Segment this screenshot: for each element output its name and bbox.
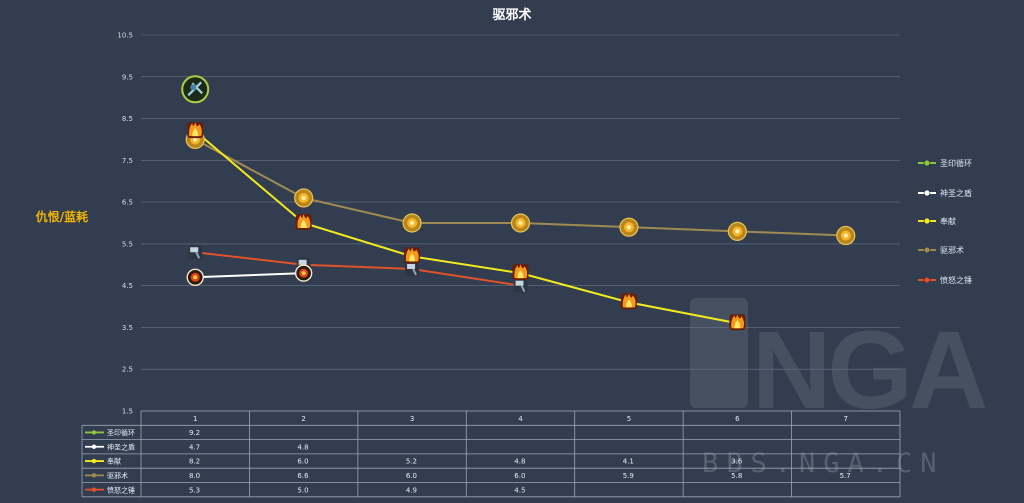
table-legend-key	[91, 458, 97, 464]
table-cell: 9.2	[189, 429, 200, 437]
table-cell: 6.0	[297, 458, 308, 466]
table-row-label: 圣印循环	[107, 428, 135, 437]
data-point	[727, 221, 747, 241]
y-tick-label: 1.5	[122, 408, 133, 416]
table-cell: 5.9	[623, 472, 634, 480]
y-tick-label: 2.5	[122, 366, 133, 374]
data-point	[619, 217, 639, 237]
table-cell: 4.5	[514, 486, 525, 494]
y-tick-label: 5.5	[122, 240, 133, 248]
table-legend-key	[91, 487, 97, 492]
table-cell: 3.6	[731, 458, 743, 466]
series-line	[194, 130, 738, 325]
legend-label: 愤怒之锤	[940, 275, 972, 285]
chart-title: 驱邪术	[492, 7, 531, 23]
data-point	[836, 225, 856, 246]
x-tick-label: 6	[735, 415, 740, 423]
series-markers	[181, 75, 856, 331]
x-tick-label: 3	[410, 415, 414, 423]
y-tick-label: 9.5	[122, 73, 133, 81]
legend-label: 奉献	[940, 216, 956, 226]
data-point	[188, 245, 203, 260]
x-tick-label: 2	[301, 415, 305, 423]
y-ticks: 10.5 9.5 8.5 7.5 6.5 5.5 4.5 3.5 2.5 1.5	[117, 32, 133, 416]
x-tick-label: 7	[844, 415, 848, 423]
x-tick-label: 4	[518, 415, 523, 423]
table-cell: 4.7	[189, 443, 200, 451]
data-point	[181, 75, 210, 104]
y-tick-label: 6.5	[122, 199, 133, 207]
legend-item: 奉献	[918, 216, 956, 226]
data-point	[513, 278, 528, 293]
data-point	[186, 268, 204, 287]
data-point	[405, 261, 420, 276]
legend-key	[923, 217, 931, 225]
legend-label: 驱邪术	[940, 245, 964, 255]
table-cell: 5.0	[297, 486, 308, 494]
legend-key	[923, 246, 931, 254]
table-legend-key	[91, 444, 97, 449]
data-point	[187, 122, 204, 139]
legend-label: 神圣之盾	[940, 188, 972, 198]
table-cell: 6.6	[297, 472, 309, 480]
data-point	[402, 213, 422, 233]
y-tick-label: 4.5	[122, 282, 133, 290]
legend-item: 驱邪术	[918, 245, 964, 255]
x-tick-label: 5	[627, 415, 631, 423]
y-axis-label: 仇恨/蓝耗	[36, 209, 88, 224]
table-cell: 4.8	[297, 443, 308, 451]
table-cell: 8.0	[189, 472, 200, 480]
data-point	[512, 264, 529, 281]
legend-item: 神圣之盾	[918, 188, 972, 198]
table-cell: 4.1	[623, 458, 634, 466]
x-tick-label: 1	[193, 415, 197, 423]
data-point	[294, 264, 313, 282]
table-row-label: 神圣之盾	[107, 442, 135, 451]
table-row-label: 奉献	[107, 457, 121, 466]
table-cell: 5.7	[840, 472, 851, 480]
table-cell: 6.0	[514, 472, 525, 480]
table-row-label: 驱邪术	[107, 471, 128, 480]
table-cell: 5.3	[189, 486, 200, 494]
watermark-site: BBS.NGA.CN	[702, 448, 945, 479]
table-legend-key	[91, 430, 97, 435]
table-legend-key	[91, 473, 97, 478]
legend-item: 愤怒之锤	[918, 275, 972, 285]
data-point	[295, 214, 312, 230]
data-point	[729, 314, 746, 331]
table-cell: 8.2	[189, 458, 200, 466]
y-tick-label: 7.5	[122, 157, 133, 165]
table-cell: 4.8	[514, 458, 525, 466]
data-table: 1 2 3 4 5 6 7 圣印循环 9.2 神圣之盾 4.7 4.8 奉献 8.2 6.0 5.2 4.8 4.…	[81, 410, 901, 498]
legend-key	[923, 189, 931, 197]
legend-label: 圣印循环	[940, 158, 972, 168]
series-line	[195, 251, 521, 287]
table-cell: 4.9	[406, 486, 417, 494]
table-row-label: 愤怒之锤	[107, 485, 135, 494]
y-tick-label: 10.5	[117, 32, 133, 40]
table-cell: 5.8	[731, 472, 742, 480]
y-tick-label: 3.5	[122, 324, 133, 332]
data-point	[404, 247, 421, 264]
table-cell: 6.0	[406, 472, 417, 480]
series-line	[195, 272, 304, 279]
data-point	[510, 213, 531, 233]
legend-key	[923, 276, 931, 284]
table-cell: 5.2	[406, 458, 417, 466]
legend-item: 圣印循环	[918, 158, 972, 168]
y-tick-label: 8.5	[122, 115, 133, 123]
data-point	[294, 188, 314, 208]
legend-key	[923, 159, 931, 167]
data-point	[620, 293, 637, 310]
